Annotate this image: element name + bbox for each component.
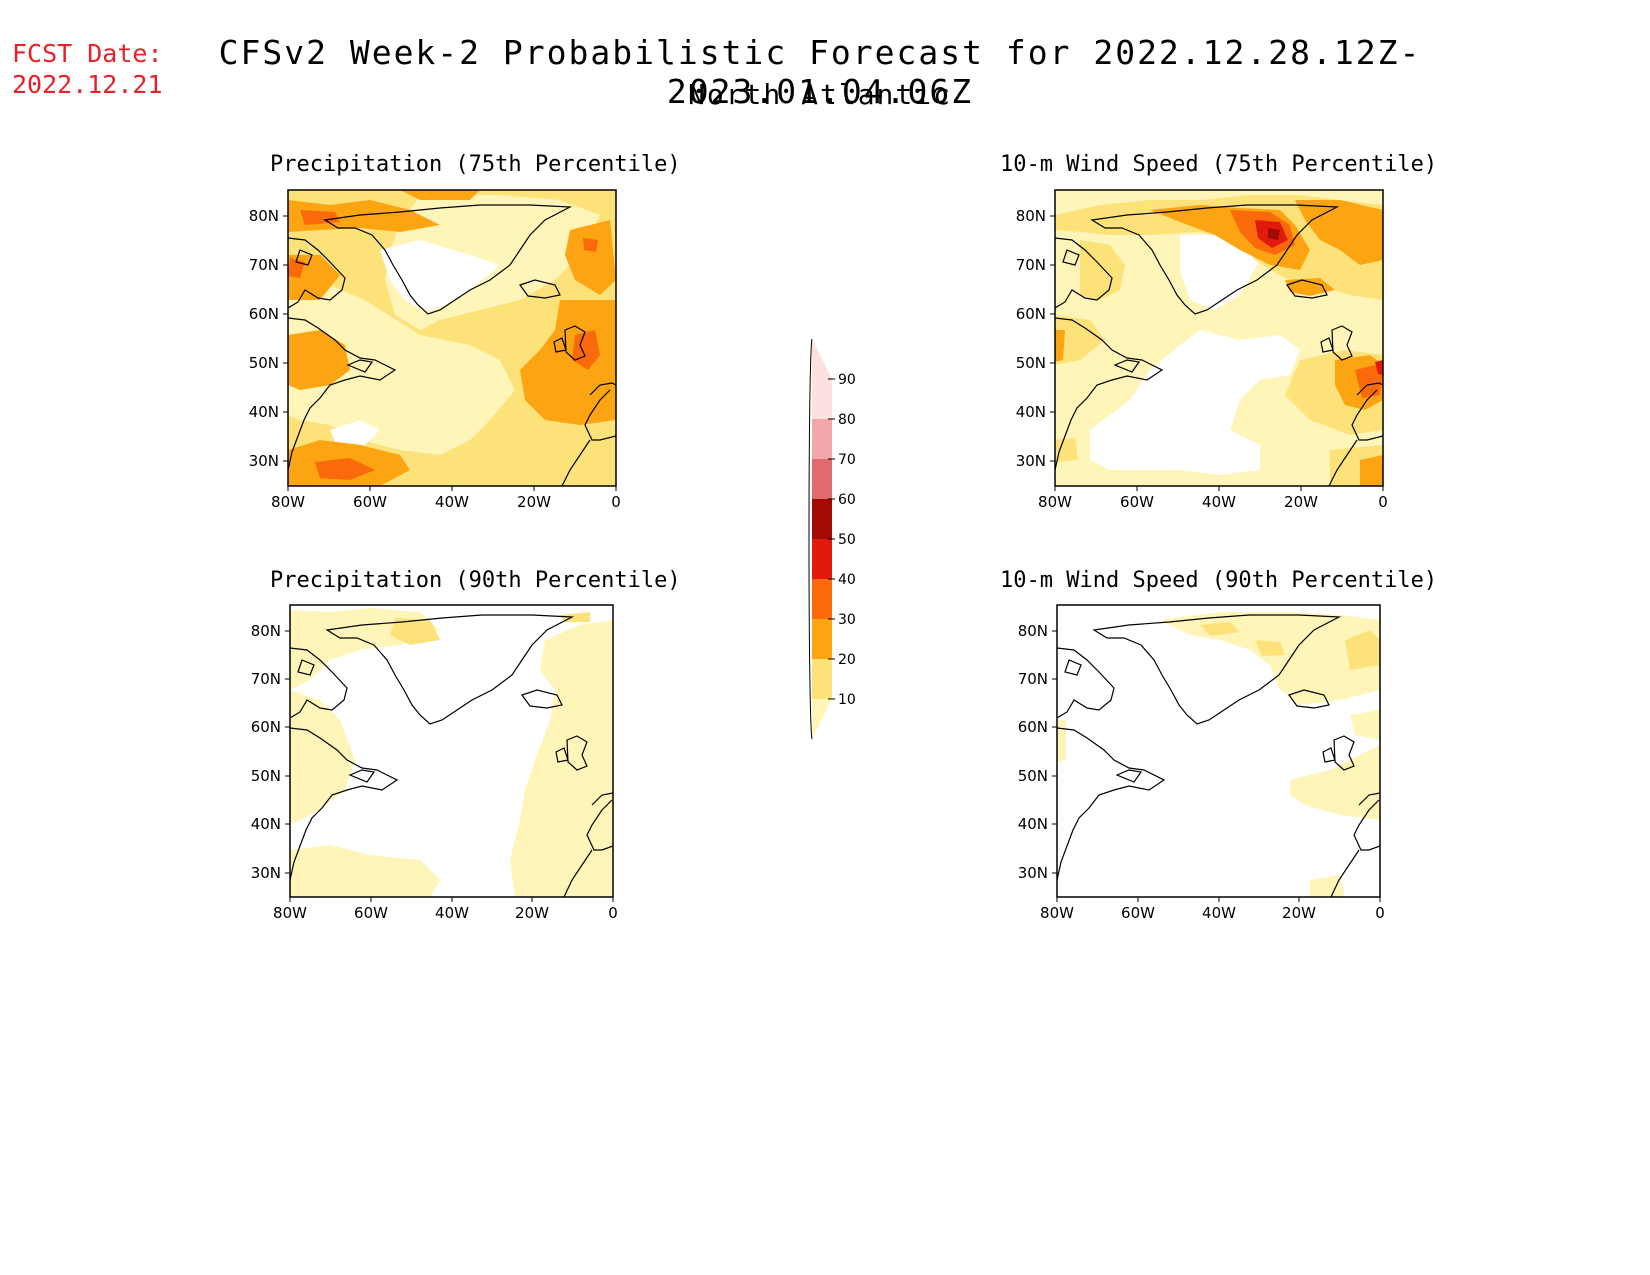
lon-tick-label: 40W: [1202, 904, 1236, 922]
map-wind-90: 80N 70N 60N 50N 40N 30N 80W 60W 40W 20W …: [1018, 604, 1385, 922]
lon-tick-label: 40W: [435, 493, 469, 511]
wind-75-shading: [1055, 190, 1383, 486]
colorbar-tick-label: 80: [838, 412, 856, 428]
lat-tick-label: 60N: [251, 718, 281, 736]
wind-75-coastlines: [1055, 204, 1383, 486]
lon-tick-label: 60W: [1120, 493, 1154, 511]
lat-tick-label: 50N: [1016, 354, 1046, 372]
lon-tick-label: 0: [1375, 904, 1385, 922]
colorbar-tick-label: 50: [838, 532, 856, 548]
colorbar-tick-label: 90: [838, 372, 856, 388]
colorbar-segment: [812, 619, 832, 659]
panel-title-wind-90: 10-m Wind Speed (90th Percentile): [1000, 568, 1438, 593]
precip-75-lon-axis: 80W 60W 40W 20W 0: [271, 486, 621, 511]
precip-75-lat-axis: 80N 70N 60N 50N 40N 30N: [249, 207, 288, 470]
forecast-date-label: FCST Date:: [12, 39, 163, 68]
wind-75-lat-axis: 80N 70N 60N 50N 40N 30N: [1016, 207, 1055, 470]
colorbar: 10 20 30 40 50 60 70 80 90: [808, 338, 856, 740]
page-title: CFSv2 Week-2 Probabilistic Forecast for …: [218, 33, 1422, 111]
lon-tick-label: 0: [608, 904, 618, 922]
lat-tick-label: 80N: [1018, 622, 1048, 640]
lon-tick-label: 0: [611, 493, 621, 511]
lon-tick-label: 20W: [515, 904, 549, 922]
colorbar-segment: [812, 379, 832, 419]
colorbar-segment: [812, 579, 832, 619]
lat-tick-label: 40N: [1018, 815, 1048, 833]
panel-title-precip-75: Precipitation (75th Percentile): [270, 152, 681, 177]
colorbar-segment: [812, 419, 832, 459]
lat-tick-label: 70N: [1016, 256, 1046, 274]
precip-90-lat-axis: 80N 70N 60N 50N 40N 30N: [251, 622, 290, 882]
lat-tick-label: 50N: [251, 767, 281, 785]
lon-tick-label: 20W: [1284, 493, 1318, 511]
lat-tick-label: 30N: [249, 452, 279, 470]
lon-tick-label: 60W: [354, 904, 388, 922]
lat-tick-label: 50N: [249, 354, 279, 372]
lon-tick-label: 80W: [1038, 493, 1072, 511]
lon-tick-label: 80W: [273, 904, 307, 922]
wind-90-lat-axis: 80N 70N 60N 50N 40N 30N: [1018, 622, 1057, 882]
lat-tick-label: 80N: [251, 622, 281, 640]
lat-tick-label: 30N: [1018, 864, 1048, 882]
colorbar-tick-label: 10: [838, 692, 856, 708]
lon-tick-label: 60W: [353, 493, 387, 511]
lat-tick-label: 60N: [1018, 718, 1048, 736]
lon-tick-label: 40W: [435, 904, 469, 922]
colorbar-tick-label: 60: [838, 492, 856, 508]
colorbar-outline: [808, 338, 813, 740]
lon-tick-label: 80W: [1040, 904, 1074, 922]
colorbar-tick-label: 20: [838, 652, 856, 668]
colorbar-tick-label: 70: [838, 452, 856, 468]
lon-tick-label: 60W: [1121, 904, 1155, 922]
lat-tick-label: 80N: [1016, 207, 1046, 225]
lon-tick-label: 20W: [1282, 904, 1316, 922]
precip-75-shading: [288, 190, 616, 486]
lat-tick-label: 40N: [1016, 403, 1046, 421]
lon-tick-label: 20W: [517, 493, 551, 511]
colorbar-high-end: [812, 339, 832, 379]
colorbar-tick-label: 40: [838, 572, 856, 588]
panel-title-wind-75: 10-m Wind Speed (75th Percentile): [1000, 152, 1438, 177]
wind-75-lon-axis: 80W 60W 40W 20W 0: [1038, 486, 1388, 511]
lat-tick-label: 30N: [251, 864, 281, 882]
lat-tick-label: 40N: [249, 403, 279, 421]
panel-title-precip-90: Precipitation (90th Percentile): [270, 568, 681, 593]
lat-tick-label: 30N: [1016, 452, 1046, 470]
lon-tick-label: 40W: [1202, 493, 1236, 511]
lon-tick-label: 0: [1378, 493, 1388, 511]
lon-tick-label: 80W: [271, 493, 305, 511]
colorbar-segment: [812, 499, 832, 539]
colorbar-segment: [812, 659, 832, 699]
lat-tick-label: 40N: [251, 815, 281, 833]
lat-tick-label: 80N: [249, 207, 279, 225]
lat-tick-label: 70N: [249, 256, 279, 274]
precip-90-coastlines: [290, 614, 613, 897]
precip-75-coastlines: [288, 204, 616, 486]
map-wind-75: 80N 70N 60N 50N 40N 30N 80W 60W 40W 20W …: [1016, 189, 1388, 511]
lat-tick-label: 60N: [1016, 305, 1046, 323]
lat-tick-label: 60N: [249, 305, 279, 323]
precip-90-lon-axis: 80W 60W 40W 20W 0: [273, 897, 618, 922]
page-subtitle: North Atlantic: [687, 78, 952, 111]
lat-tick-label: 50N: [1018, 767, 1048, 785]
forecast-date-value: 2022.12.21: [12, 70, 163, 99]
lat-tick-label: 70N: [251, 670, 281, 688]
lat-tick-label: 70N: [1018, 670, 1048, 688]
colorbar-segment: [812, 539, 832, 579]
forecast-date: FCST Date: 2022.12.21: [12, 38, 163, 100]
colorbar-segment: [812, 459, 832, 499]
colorbar-low-end: [812, 699, 832, 739]
wind-90-coastlines: [1057, 614, 1380, 897]
wind-90-lon-axis: 80W 60W 40W 20W 0: [1040, 897, 1385, 922]
map-precip-90: 80N 70N 60N 50N 40N 30N 80W 60W 40W 20W …: [251, 604, 618, 922]
map-precip-75: 80N 70N 60N 50N 40N 30N 80W 60W 40W 20W …: [249, 189, 621, 511]
colorbar-tick-label: 30: [838, 612, 856, 628]
